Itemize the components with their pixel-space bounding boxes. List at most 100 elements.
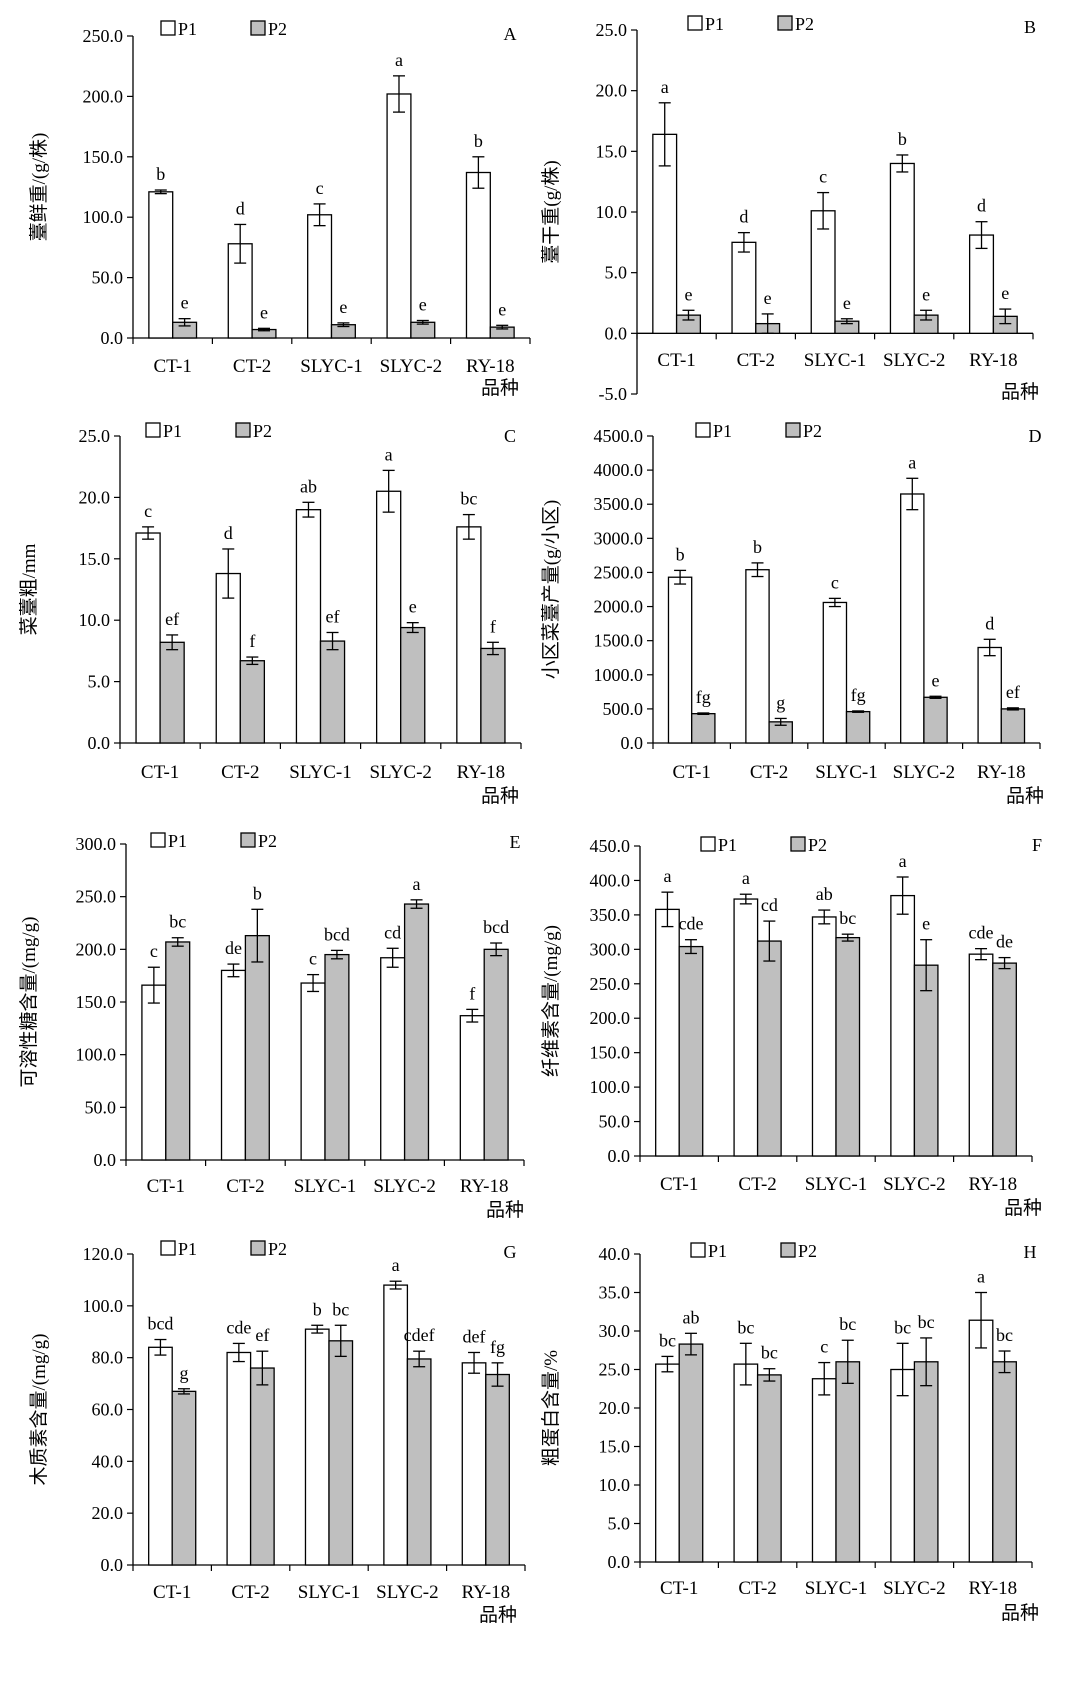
- significance-label: bc: [737, 1317, 754, 1337]
- bar-p2: [678, 1343, 704, 1563]
- category-label: SLYC-2: [883, 1578, 946, 1599]
- y-axis-label: 薹干重(g/株): [540, 160, 562, 263]
- legend-label-p1: P1: [178, 19, 197, 39]
- panel-letter: C: [504, 426, 516, 446]
- significance-label: c: [831, 572, 839, 592]
- legend-label-p2: P2: [268, 19, 287, 39]
- category-label: CT-1: [673, 762, 711, 783]
- bar-p2: [913, 964, 939, 1157]
- category-label: SLYC-2: [883, 1174, 946, 1195]
- bar-p2: [992, 962, 1017, 1157]
- significance-label: c: [144, 501, 152, 521]
- legend: P1 P2: [690, 1241, 817, 1261]
- panel-letter: H: [1024, 1242, 1037, 1262]
- significance-label: ef: [326, 606, 340, 626]
- significance-label: e: [260, 302, 268, 322]
- significance-label: cde: [678, 914, 703, 934]
- legend-label-p1: P1: [168, 831, 187, 851]
- legend-label-p1: P1: [178, 1239, 197, 1259]
- bar-p1: [968, 953, 994, 1157]
- legend: P1 P2: [160, 1239, 287, 1259]
- bar-p1: [226, 1351, 252, 1566]
- significance-label: e: [1001, 283, 1009, 303]
- bar-p2: [923, 696, 948, 744]
- significance-label: g: [179, 1363, 188, 1383]
- significance-label: f: [249, 631, 255, 651]
- significance-label: d: [739, 207, 748, 227]
- significance-label: cd: [384, 922, 401, 942]
- legend-swatch-p2: [777, 15, 793, 31]
- y-tick-label: 10.0: [596, 202, 628, 222]
- significance-label: a: [395, 50, 403, 70]
- y-tick-label: 500.0: [603, 699, 644, 719]
- significance-label: e: [339, 297, 347, 317]
- y-tick-label: 250.0: [83, 26, 124, 46]
- significance-label: b: [253, 883, 262, 903]
- bar-p1: [655, 908, 680, 1157]
- y-tick-label: 200.0: [590, 1008, 631, 1028]
- bar-p1: [215, 572, 241, 744]
- bar-p1: [456, 526, 482, 744]
- chart-panel-h: 0.05.010.015.020.025.030.035.040.0bcabCT…: [540, 1241, 1039, 1624]
- significance-label: bc: [918, 1312, 935, 1332]
- legend-label-p2: P2: [808, 835, 827, 855]
- y-tick-label: 2000.0: [594, 597, 644, 617]
- significance-label: fg: [490, 1337, 505, 1357]
- significance-label: e: [684, 284, 692, 304]
- y-tick-label: 30.0: [599, 1321, 631, 1341]
- significance-label: ab: [300, 476, 317, 496]
- y-tick-label: 15.0: [596, 141, 628, 161]
- significance-label: d: [236, 198, 245, 218]
- significance-label: d: [985, 613, 994, 633]
- y-tick-label: 100.0: [590, 1077, 631, 1097]
- y-tick-label: 150.0: [83, 147, 124, 167]
- bar-p1: [141, 984, 167, 1161]
- significance-label: c: [820, 1337, 828, 1357]
- bar-p2: [913, 1361, 939, 1563]
- bar-p2: [845, 710, 871, 744]
- y-tick-label: 5.0: [605, 263, 628, 283]
- significance-label: f: [490, 616, 496, 636]
- panel-letter: F: [1032, 835, 1042, 855]
- significance-label: bc: [460, 489, 477, 509]
- y-tick-label: 4500.0: [594, 426, 644, 446]
- bar-p1: [375, 490, 402, 744]
- y-tick-label: 1500.0: [594, 631, 644, 651]
- bar-p2: [480, 647, 506, 744]
- y-axis-label: 可溶性糖含量/(mg/g): [18, 917, 40, 1088]
- x-axis-label: 品种: [1001, 1602, 1039, 1624]
- significance-label: fg: [696, 687, 711, 707]
- category-label: CT-1: [657, 350, 695, 371]
- significance-label: ab: [682, 1307, 699, 1327]
- category-label: CT-2: [750, 762, 788, 783]
- y-tick-label: 40.0: [92, 1451, 124, 1471]
- y-tick-label: 35.0: [599, 1283, 631, 1303]
- category-label: RY-18: [466, 356, 515, 377]
- significance-label: bcd: [324, 924, 350, 944]
- chart-panel-d: 0.0 500.0 1000.0 1500.0 2000.0 2500.0 3000.0 35…: [540, 421, 1044, 807]
- bar-p1: [148, 191, 174, 339]
- significance-label: c: [309, 949, 317, 969]
- category-label: CT-2: [221, 762, 259, 783]
- bar-p1: [968, 1319, 994, 1563]
- panel-letter: A: [504, 24, 517, 44]
- category-label: RY-18: [457, 762, 506, 783]
- y-tick-label: 120.0: [83, 1244, 124, 1264]
- legend: P1 P2: [700, 835, 827, 855]
- significance-label: bc: [761, 1343, 778, 1363]
- category-label: RY-18: [460, 1176, 509, 1197]
- significance-label: b: [474, 131, 483, 151]
- y-tick-label: 40.0: [599, 1244, 631, 1264]
- bar-p2: [756, 1374, 782, 1563]
- significance-label: def: [463, 1326, 486, 1346]
- legend-label-p2: P2: [253, 421, 272, 441]
- category-label: CT-2: [738, 1578, 776, 1599]
- y-tick-label: 150.0: [76, 992, 117, 1012]
- category-label: SLYC-1: [815, 762, 878, 783]
- legend: P1 P2: [687, 14, 814, 34]
- significance-label: a: [977, 1267, 985, 1287]
- significance-label: c: [819, 167, 827, 187]
- significance-label: de: [225, 938, 242, 958]
- category-label: CT-1: [141, 762, 179, 783]
